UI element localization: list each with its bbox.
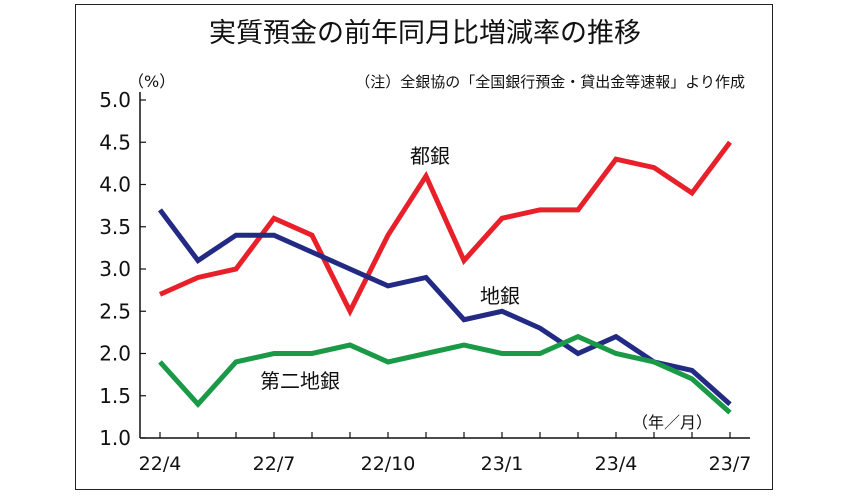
x-tick-label: 22/7 <box>253 453 296 475</box>
x-tick-label: 23/7 <box>709 453 752 475</box>
series-label-1: 地銀 <box>480 284 520 308</box>
y-tick-label: 1.0 <box>99 426 131 450</box>
y-tick-label: 4.5 <box>99 130 131 154</box>
y-tick-label: 2.0 <box>99 342 131 366</box>
y-tick-label: 5.0 <box>99 88 131 112</box>
x-tick-label: 23/1 <box>481 453 524 475</box>
series-line-2 <box>158 333 732 415</box>
chart-frame <box>75 4 773 490</box>
y-tick-label: 3.5 <box>99 215 131 239</box>
source-note: （注）全銀協の「全国銀行預金・貸出金等速報」より作成 <box>355 73 745 91</box>
chart-title: 実質預金の前年同月比増減率の推移 <box>209 18 641 49</box>
series-label-0: 都銀 <box>410 144 450 168</box>
x-tick-labels: 22/4 22/7 22/10 23/1 23/4 23/7 <box>139 453 752 475</box>
y-tick-label: 3.0 <box>99 257 131 281</box>
x-tick-label: 22/4 <box>139 453 182 475</box>
x-tick-label: 23/4 <box>595 453 638 475</box>
axes <box>139 92 750 439</box>
x-axis-unit: （年／月） <box>632 413 712 432</box>
series-lines <box>157 140 733 415</box>
series-line-0 <box>158 140 733 317</box>
y-tick-label: 2.5 <box>99 299 131 323</box>
y-tick-label: 1.5 <box>99 384 131 408</box>
x-tick-label: 22/10 <box>361 453 416 475</box>
y-axis-unit: （%） <box>128 72 175 91</box>
series-label-2: 第二地銀 <box>260 369 340 393</box>
series-line-1 <box>157 208 732 407</box>
y-tick-label: 4.0 <box>99 173 131 197</box>
y-tick-labels: 5.0 4.5 4.0 3.5 3.0 2.5 2.0 1.5 1.0 <box>99 88 131 450</box>
